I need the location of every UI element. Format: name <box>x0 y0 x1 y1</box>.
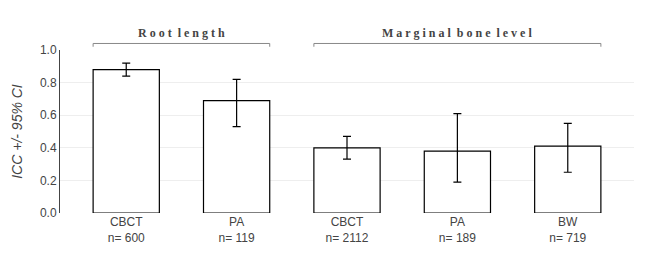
svg-text:0.2: 0.2 <box>40 174 57 188</box>
svg-text:ICC +/- 95% CI: ICC +/- 95% CI <box>9 84 25 179</box>
svg-text:PAn= 189: PAn= 189 <box>439 215 476 245</box>
svg-text:0.0: 0.0 <box>40 206 57 220</box>
svg-text:M a r g i n a l b o n e l e: M a r g i n a l b o n e l e v e l <box>382 26 532 40</box>
svg-text:PAn= 119: PAn= 119 <box>219 215 255 245</box>
svg-text:1.0: 1.0 <box>40 43 57 57</box>
svg-text:R o o t l e n g t h: R o o t l e n g t h <box>138 26 225 40</box>
svg-text:0.8: 0.8 <box>40 76 57 90</box>
svg-text:0.4: 0.4 <box>40 141 57 155</box>
svg-text:CBCTn= 2112: CBCTn= 2112 <box>326 215 369 245</box>
svg-text:BWn= 719: BWn= 719 <box>549 215 586 245</box>
svg-text:CBCTn= 600: CBCTn= 600 <box>108 215 145 245</box>
svg-text:0.6: 0.6 <box>40 108 57 122</box>
